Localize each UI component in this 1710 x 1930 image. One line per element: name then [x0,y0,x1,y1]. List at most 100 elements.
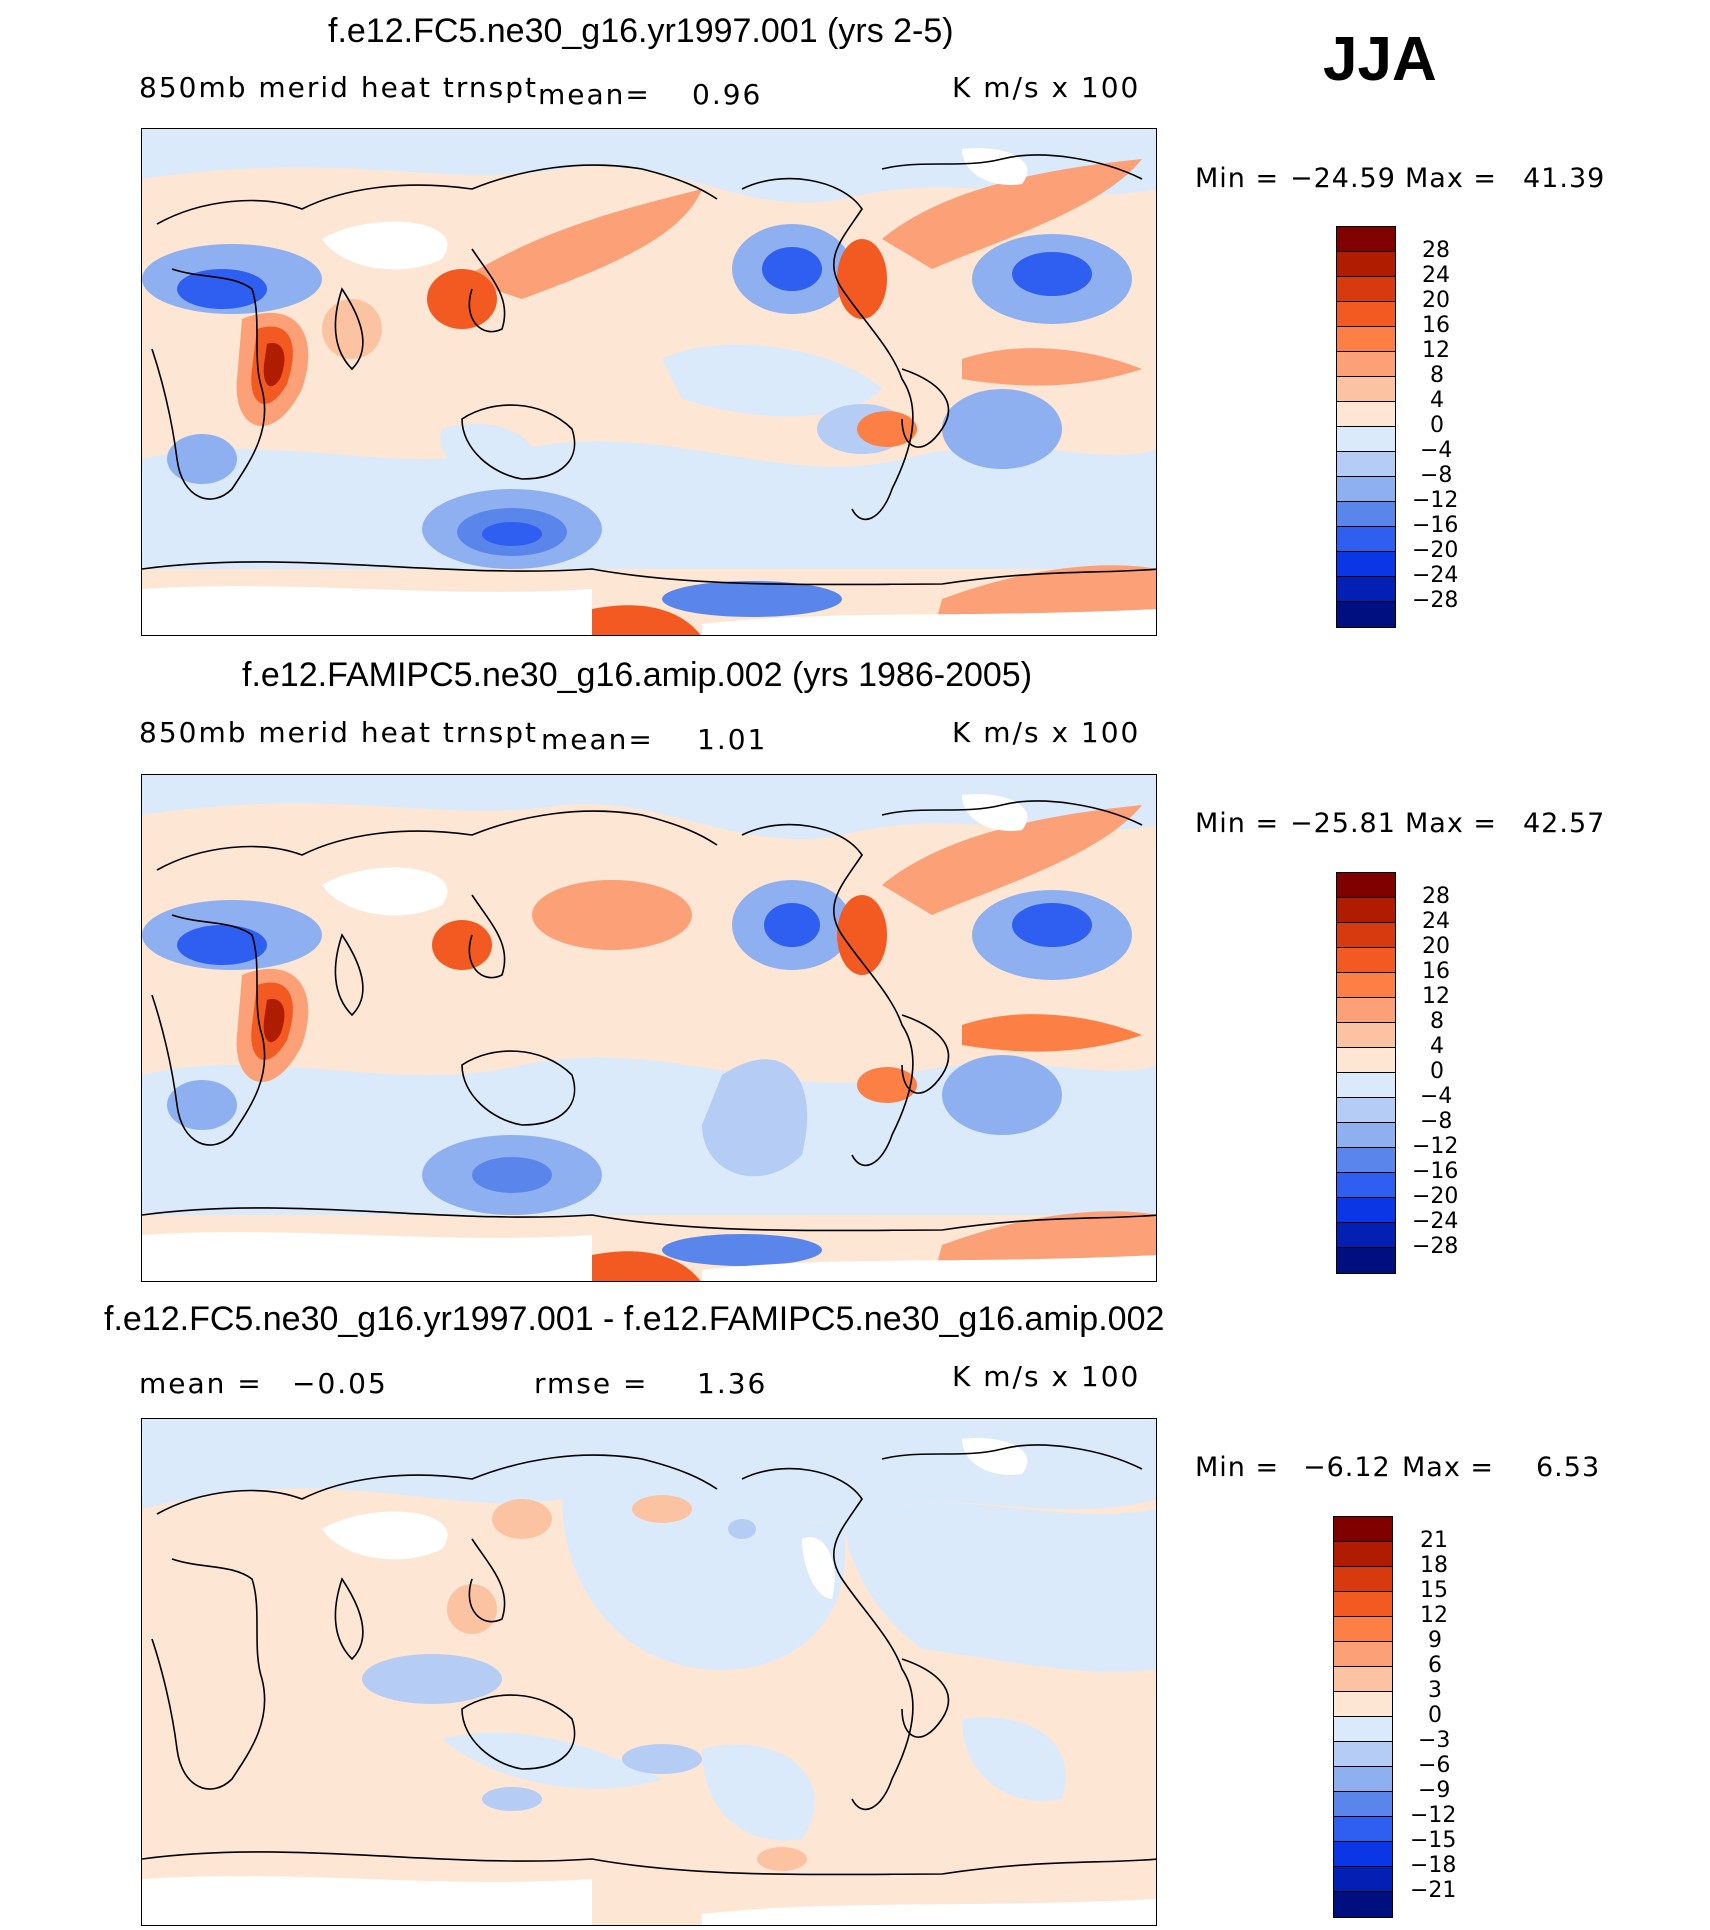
panel1-max-value: 41.39 [1523,163,1606,194]
panel2-colorbar-label: −16 [1412,1159,1459,1184]
panel2-colorbar-label: 24 [1422,909,1450,934]
colorbar-bin [1337,527,1395,552]
panel1-colorbar-label: 20 [1422,288,1450,313]
panel2-min-label: Min = [1195,808,1280,839]
panel1-colorbar-label: −28 [1412,588,1459,613]
panel1-colorbar-label: 28 [1422,238,1450,263]
panel2-title: f.e12.FAMIPC5.ne30_g16.amip.002 (yrs 198… [242,656,1033,694]
panel3-colorbar-label: −12 [1410,1803,1457,1828]
colorbar-bin [1337,1173,1395,1198]
colorbar-bin [1334,1667,1392,1692]
colorbar-bin [1334,1517,1392,1542]
panel1-colorbar-label: −12 [1412,488,1459,513]
panel2-colorbar-label: 20 [1422,934,1450,959]
panel3-colorbar-label: 3 [1428,1678,1442,1703]
colorbar-bin [1337,377,1395,402]
panel3-min-label: Min = [1195,1452,1280,1483]
colorbar-bin [1337,227,1395,252]
colorbar-bin [1334,1717,1392,1742]
panel1-max-label: Max = [1405,163,1498,194]
panel2-colorbar-label: 28 [1422,884,1450,909]
colorbar-bin [1334,1867,1392,1892]
panel2-min-value: −25.81 [1290,808,1396,839]
colorbar-bin [1337,577,1395,602]
panel3-colorbar-label: 18 [1420,1553,1448,1578]
panel3-colorbar-label: −9 [1418,1778,1451,1803]
panel3-colorbar-label: −21 [1410,1878,1457,1903]
panel1-colorbar-label: 16 [1422,313,1450,338]
panel2-mean-label: mean= [541,723,654,756]
colorbar-bin [1334,1817,1392,1842]
panel1-colorbar [1336,226,1396,628]
panel2-colorbar-label: −24 [1412,1209,1459,1234]
panel1-variable: 850mb merid heat trnspt [139,71,538,104]
panel1-title: f.e12.FC5.ne30_g16.yr1997.001 (yrs 2-5) [328,12,954,50]
panel1-colorbar-label: 4 [1430,388,1444,413]
colorbar-bin [1337,973,1395,998]
panel2-mean-value: 1.01 [697,723,768,756]
colorbar-bin [1334,1742,1392,1767]
panel3-mean-value: −0.05 [292,1367,388,1400]
panel2-colorbar-label: −8 [1420,1109,1453,1134]
panel3-rmse-value: 1.36 [697,1367,768,1400]
colorbar-bin [1337,1148,1395,1173]
colorbar-bin [1337,1248,1395,1273]
panel1-colorbar-label: −4 [1420,438,1453,463]
colorbar-bin [1337,427,1395,452]
panel2-colorbar-label: 8 [1430,1009,1444,1034]
panel3-colorbar [1333,1516,1393,1918]
colorbar-bin [1337,552,1395,577]
colorbar-bin [1337,327,1395,352]
colorbar-bin [1337,948,1395,973]
panel2-variable: 850mb merid heat trnspt [139,716,538,749]
season-label: JJA [1323,25,1437,94]
panel3-colorbar-label: 12 [1420,1603,1448,1628]
panel3-colorbar-label: 15 [1420,1578,1448,1603]
colorbar-bin [1337,898,1395,923]
panel1-units: K m/s x 100 [952,71,1141,104]
panel2-colorbar-label: 16 [1422,959,1450,984]
colorbar-bin [1337,1198,1395,1223]
panel1-colorbar-label: 24 [1422,263,1450,288]
colorbar-bin [1334,1592,1392,1617]
panel1-colorbar-label: 8 [1430,363,1444,388]
panel1-colorbar-label: −20 [1412,538,1459,563]
panel2-colorbar-label: 0 [1430,1059,1444,1084]
colorbar-bin [1334,1567,1392,1592]
panel1-colorbar-label: −8 [1420,463,1453,488]
panel1-mean-value: 0.96 [692,78,763,111]
colorbar-bin [1337,998,1395,1023]
colorbar-bin [1337,602,1395,627]
panel1-colorbar-label: 0 [1430,413,1444,438]
panel2-colorbar-label: −4 [1420,1084,1453,1109]
colorbar-bin [1334,1542,1392,1567]
colorbar-bin [1334,1642,1392,1667]
panel3-colorbar-label: 9 [1428,1628,1442,1653]
panel1-colorbar-label: −16 [1412,513,1459,538]
colorbar-bin [1337,873,1395,898]
panel2-map [141,774,1157,1282]
colorbar-bin [1337,502,1395,527]
panel3-colorbar-label: −15 [1410,1828,1457,1853]
panel1-min-label: Min = [1195,163,1280,194]
colorbar-bin [1337,923,1395,948]
panel2-colorbar-label: −20 [1412,1184,1459,1209]
panel2-colorbar-label: 4 [1430,1034,1444,1059]
panel3-colorbar-label: −18 [1410,1853,1457,1878]
panel3-mean-label: mean = [139,1367,263,1400]
panel1-mean-label: mean= [538,78,651,111]
colorbar-bin [1337,1123,1395,1148]
colorbar-bin [1337,302,1395,327]
panel3-colorbar-label: 21 [1420,1528,1448,1553]
panel1-map [141,128,1157,636]
colorbar-bin [1334,1892,1392,1917]
panel1-colorbar-label: −24 [1412,563,1459,588]
colorbar-bin [1337,477,1395,502]
panel2-colorbar [1336,872,1396,1274]
panel3-colorbar-label: −3 [1418,1728,1451,1753]
panel3-colorbar-label: 6 [1428,1653,1442,1678]
panel3-colorbar-label: 0 [1428,1703,1442,1728]
panel2-colorbar-label: −12 [1412,1134,1459,1159]
colorbar-bin [1337,1048,1395,1073]
colorbar-bin [1337,352,1395,377]
